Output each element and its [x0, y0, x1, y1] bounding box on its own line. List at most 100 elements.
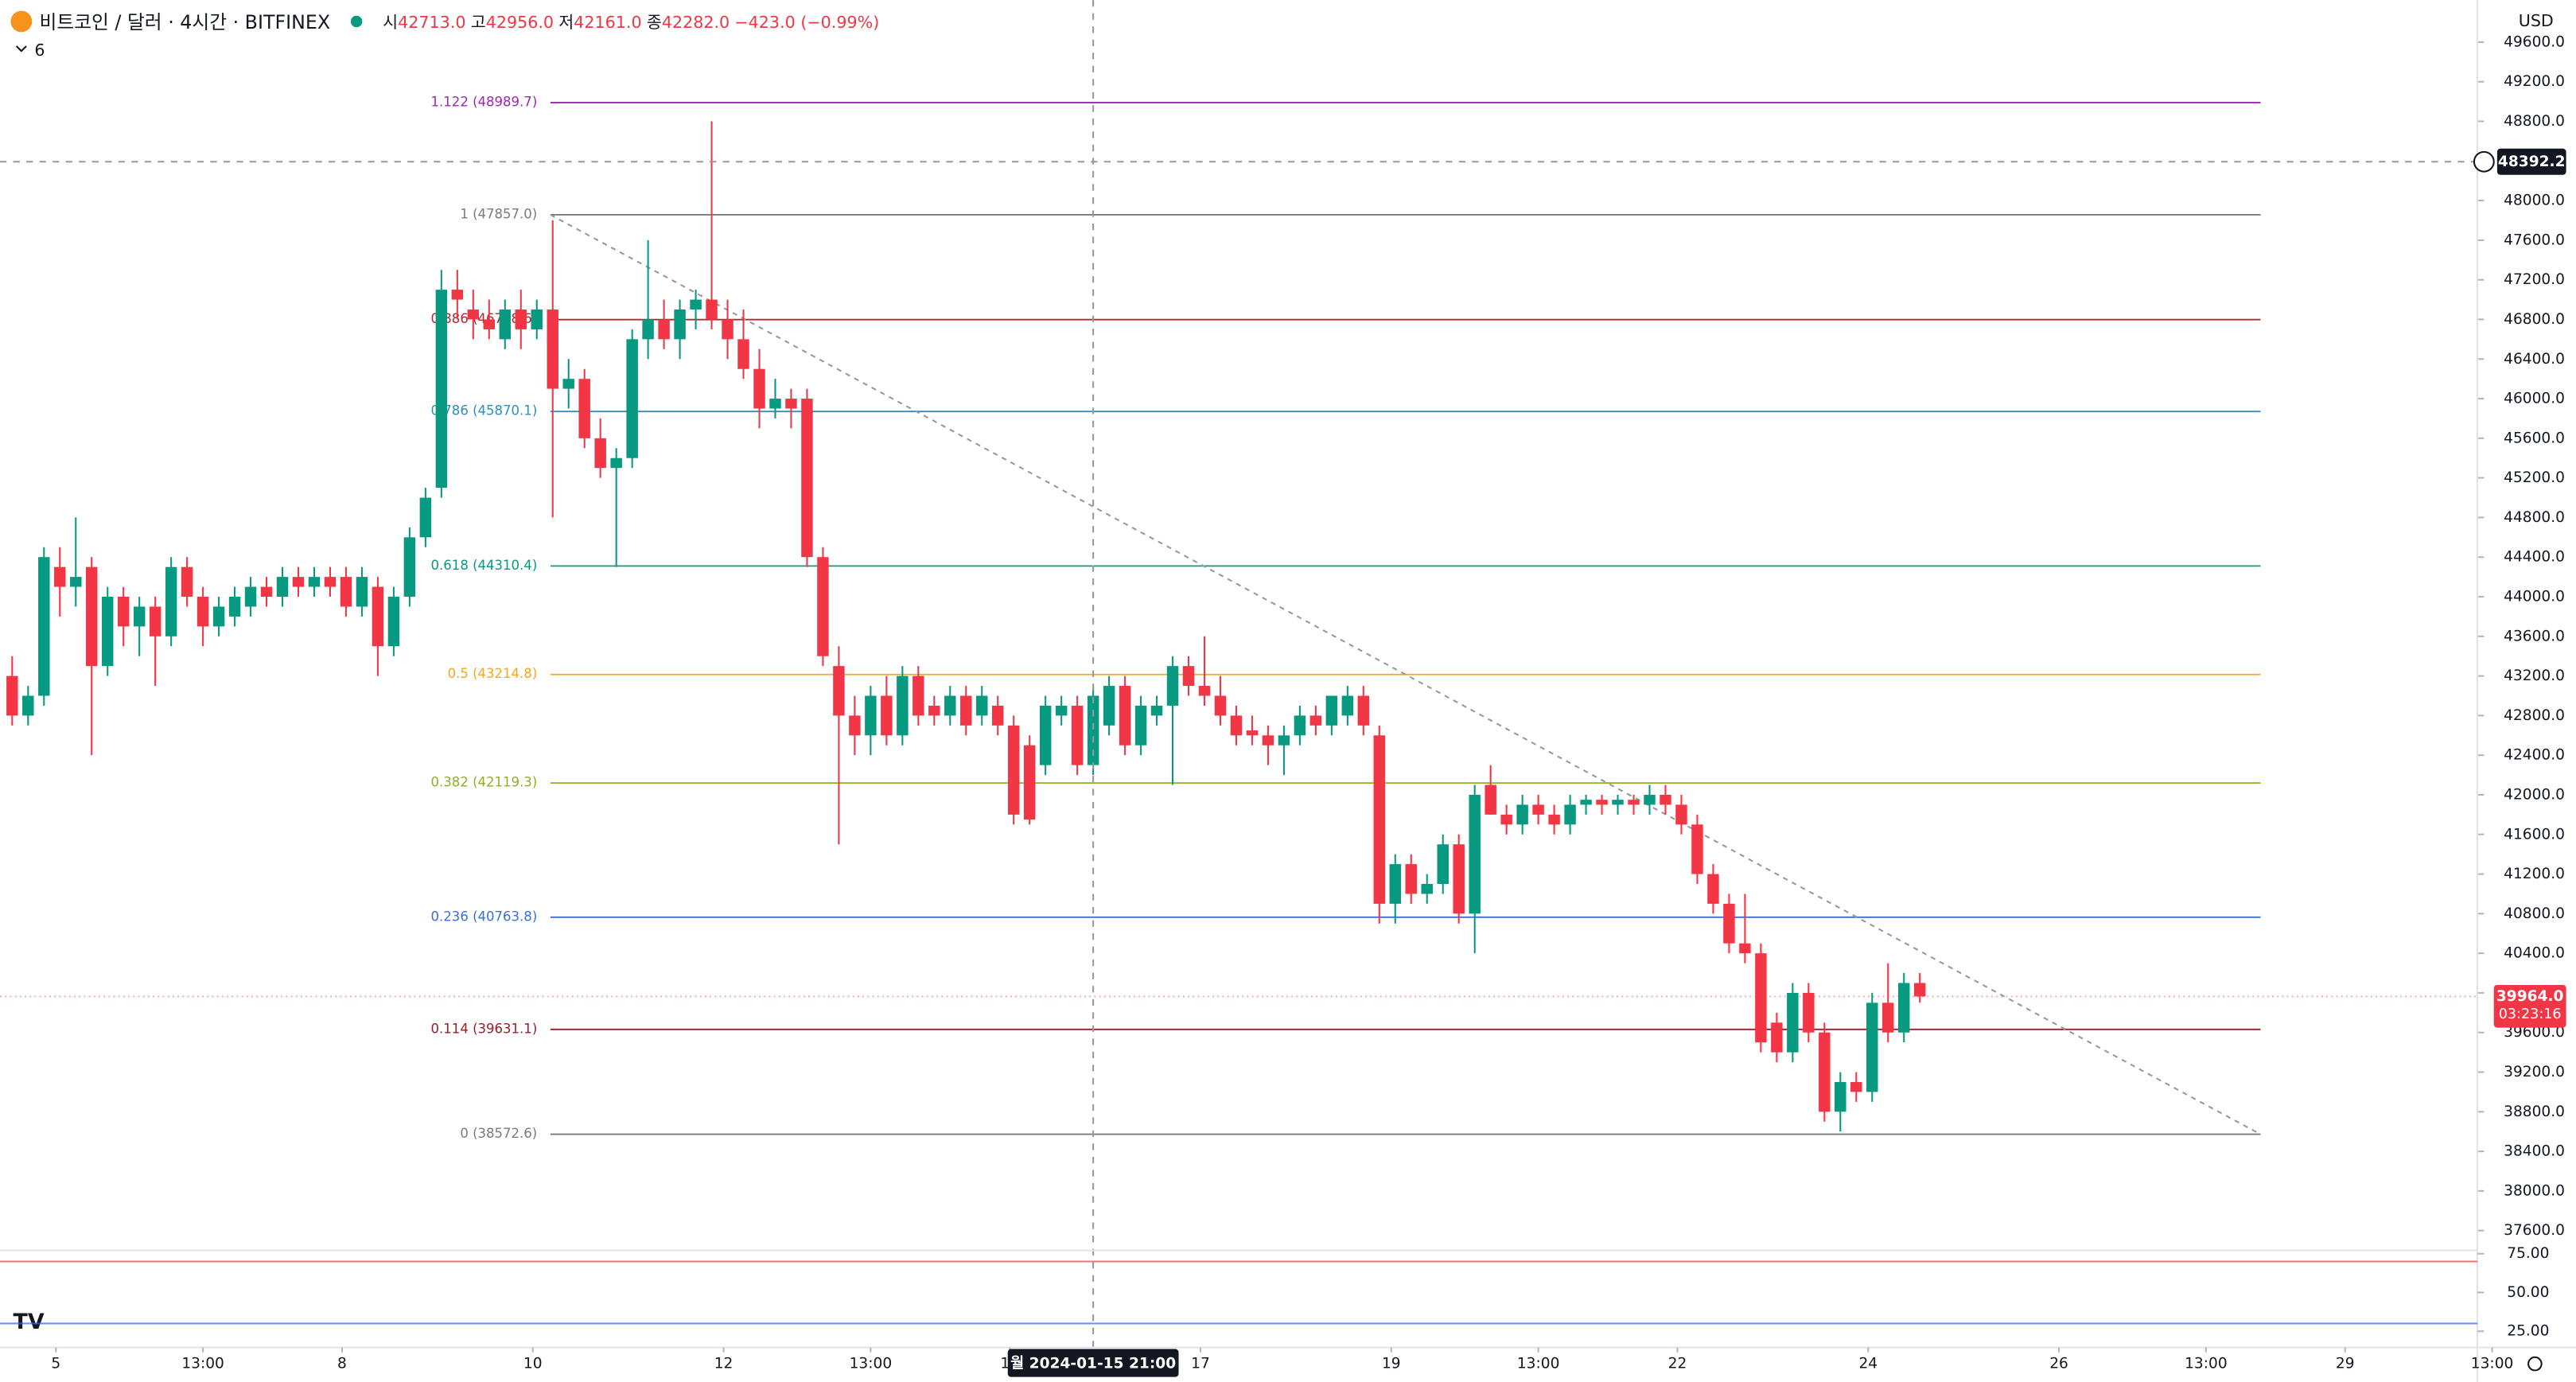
fib-label: 1 (47857.0) — [460, 206, 537, 221]
candle-body — [1819, 1032, 1831, 1112]
candle-body — [833, 666, 845, 716]
candle-body — [1119, 686, 1131, 746]
fib-label: 0.5 (43214.8) — [448, 666, 538, 681]
indicator-count[interactable]: 6 — [34, 41, 45, 60]
candle-body — [737, 339, 749, 369]
crosshair-time-label: 월 2024-01-15 21:00 — [1010, 1356, 1176, 1372]
fib-label: 0.786 (45870.1) — [431, 403, 538, 418]
candle-body — [212, 606, 225, 627]
candle-body — [1134, 705, 1147, 746]
btc-icon — [10, 10, 33, 33]
candle-body — [897, 675, 909, 736]
candle-body — [1787, 992, 1799, 1053]
candle-body — [1596, 800, 1608, 805]
y-tick-label: 43200.0 — [2504, 668, 2565, 684]
x-tick-label: 5 — [51, 1356, 60, 1372]
x-tick-label: 17 — [1191, 1356, 1210, 1372]
candle-body — [499, 309, 512, 340]
candle-body — [483, 319, 496, 329]
symbol-title: 비트코인 / 달러 · 4시간 · BITFINEX — [40, 11, 331, 33]
x-tick-label: 13:00 — [850, 1356, 893, 1372]
rsi-tick-label: 50.00 — [2507, 1284, 2549, 1301]
fib-label: 0.114 (39631.1) — [431, 1021, 538, 1036]
y-tick-label: 48000.0 — [2504, 193, 2565, 209]
x-tick-label: 26 — [2049, 1356, 2068, 1372]
fib-label: 0.618 (44310.4) — [431, 558, 538, 573]
candle-body — [706, 299, 718, 320]
candle-body — [1389, 864, 1402, 904]
x-tick-label: 13:00 — [1517, 1356, 1560, 1372]
settings-icon[interactable] — [2527, 1356, 2543, 1372]
candle-body — [419, 497, 432, 538]
candle-body — [1516, 804, 1528, 825]
candle-body — [1103, 686, 1115, 726]
candle-body — [1771, 1022, 1783, 1053]
y-tick-label: 45200.0 — [2504, 469, 2565, 486]
x-tick-label: 19 — [1382, 1356, 1401, 1372]
candle-body — [133, 606, 146, 627]
y-tick-label: 40400.0 — [2504, 945, 2565, 962]
candle-body — [244, 586, 257, 607]
candle-body — [1230, 715, 1243, 736]
candle-body — [1166, 666, 1179, 706]
y-tick-label: 41200.0 — [2504, 866, 2565, 882]
x-tick-label: 13:00 — [181, 1356, 224, 1372]
candle-body — [1453, 844, 1465, 914]
candle-body — [451, 290, 464, 300]
candle-body — [881, 695, 893, 736]
candle-body — [117, 597, 130, 627]
candle-body — [228, 597, 241, 617]
tv-logo: TV — [14, 1310, 45, 1334]
candle-body — [801, 399, 813, 558]
y-tick-label: 39600.0 — [2504, 1024, 2565, 1041]
y-tick-label: 44800.0 — [2504, 509, 2565, 526]
y-tick-label: 49200.0 — [2504, 73, 2565, 90]
candle-body — [1691, 824, 1703, 874]
crosshair-price-label: 48392.2 — [2498, 154, 2566, 170]
candle-body — [1723, 903, 1735, 944]
candle-body — [467, 309, 480, 320]
candle-body — [1023, 745, 1036, 820]
candle-body — [785, 399, 797, 409]
y-tick-label: 48800.0 — [2504, 113, 2565, 130]
candle-body — [86, 566, 98, 667]
x-tick-label: 13:00 — [2185, 1356, 2228, 1372]
fib-label: 1.122 (48989.7) — [431, 94, 538, 109]
fib-label: 0.236 (40763.8) — [431, 909, 538, 924]
candle-body — [849, 715, 861, 736]
crosshair-time-box — [1007, 1349, 1179, 1377]
currency[interactable]: USD — [2519, 11, 2554, 30]
candle-body — [1548, 814, 1560, 825]
candle-body — [1485, 784, 1496, 815]
candle-body — [1580, 800, 1592, 805]
candle-body — [1739, 943, 1751, 954]
candle-body — [610, 457, 622, 469]
candle-body — [276, 577, 289, 598]
rsi-tick-label: 75.00 — [2507, 1245, 2549, 1262]
candle-body — [1325, 695, 1338, 726]
candle-body — [308, 577, 321, 587]
candle-body — [1198, 686, 1211, 696]
fib-trend-line — [550, 213, 2261, 1135]
candle-body — [1087, 695, 1099, 765]
candle-body — [165, 566, 177, 636]
candle-body — [1660, 794, 1671, 805]
indicator-chevron[interactable] — [15, 45, 27, 53]
candle-body — [658, 319, 670, 340]
add-alert[interactable] — [2473, 150, 2495, 173]
last-price-box — [2493, 984, 2566, 1028]
candle-body — [1055, 705, 1068, 716]
candle-body — [1675, 804, 1687, 825]
candle-body — [753, 368, 765, 409]
candle-body — [1039, 705, 1052, 765]
candle-body — [1835, 1081, 1846, 1112]
market-status — [350, 15, 363, 28]
y-tick-label: 43600.0 — [2504, 628, 2565, 644]
candle-body — [54, 566, 66, 587]
y-tick-label: 37600.0 — [2504, 1222, 2565, 1239]
candle-body — [1882, 1002, 1894, 1033]
y-tick-label: 47600.0 — [2504, 232, 2565, 248]
